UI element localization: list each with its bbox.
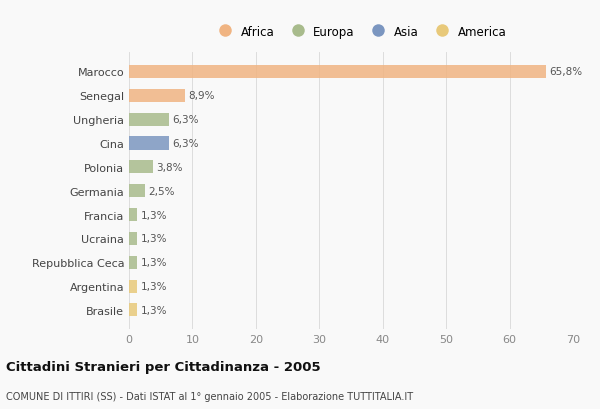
Legend: Africa, Europa, Asia, America: Africa, Europa, Asia, America xyxy=(211,23,509,41)
Text: COMUNE DI ITTIRI (SS) - Dati ISTAT al 1° gennaio 2005 - Elaborazione TUTTITALIA.: COMUNE DI ITTIRI (SS) - Dati ISTAT al 1°… xyxy=(6,391,413,401)
Text: 1,3%: 1,3% xyxy=(140,305,167,315)
Text: 65,8%: 65,8% xyxy=(550,67,583,77)
Bar xyxy=(129,137,169,150)
Text: 1,3%: 1,3% xyxy=(140,258,167,267)
Text: 1,3%: 1,3% xyxy=(140,234,167,244)
Bar xyxy=(129,161,153,174)
Bar xyxy=(129,280,137,293)
Bar xyxy=(129,209,137,222)
Bar xyxy=(129,66,547,79)
Bar xyxy=(129,232,137,245)
Bar xyxy=(129,185,145,198)
Text: 2,5%: 2,5% xyxy=(148,186,175,196)
Text: 6,3%: 6,3% xyxy=(172,115,199,125)
Text: Cittadini Stranieri per Cittadinanza - 2005: Cittadini Stranieri per Cittadinanza - 2… xyxy=(6,360,320,373)
Text: 3,8%: 3,8% xyxy=(156,162,183,173)
Text: 8,9%: 8,9% xyxy=(188,91,215,101)
Bar xyxy=(129,113,169,126)
Text: 6,3%: 6,3% xyxy=(172,139,199,148)
Bar xyxy=(129,90,185,103)
Text: 1,3%: 1,3% xyxy=(140,210,167,220)
Text: 1,3%: 1,3% xyxy=(140,281,167,291)
Bar xyxy=(129,303,137,317)
Bar xyxy=(129,256,137,269)
